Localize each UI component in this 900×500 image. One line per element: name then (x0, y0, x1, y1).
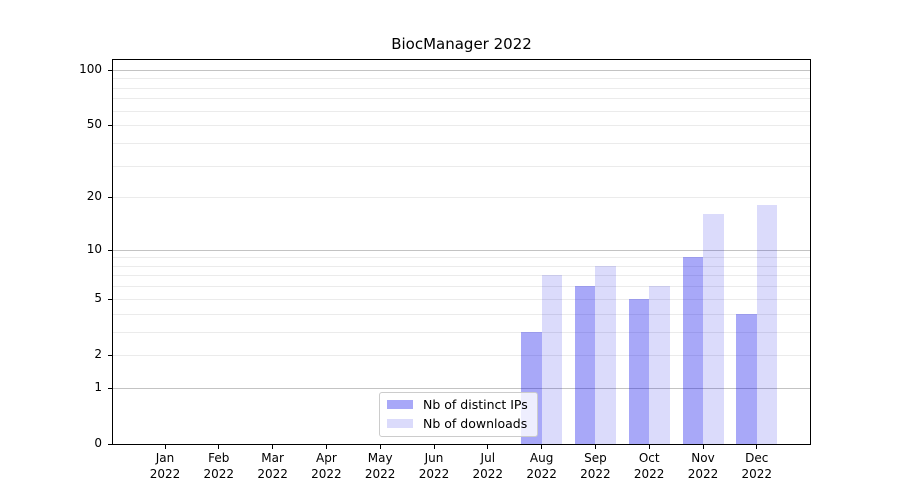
gridline-minor (113, 197, 810, 199)
x-tick-mark (272, 445, 274, 449)
legend-swatch-downloads (387, 419, 413, 428)
bar-nb-of-downloads-aug (541, 275, 563, 444)
x-tick-label: Jun 2022 (418, 451, 450, 481)
gridline-minor (113, 87, 810, 89)
gridline-minor (113, 286, 810, 288)
y-tick-mark (108, 249, 112, 251)
gridline-minor (113, 257, 810, 259)
y-tick-label: 1 (94, 379, 102, 394)
x-tick-label: Dec 2022 (741, 451, 773, 481)
y-tick-label: 100 (79, 61, 102, 76)
x-tick-mark (433, 445, 435, 449)
bar-nb-of-distinct-ips-sep (574, 286, 596, 444)
gridline-minor (113, 331, 810, 333)
x-tick-label: Aug 2022 (526, 451, 557, 481)
x-tick-mark (164, 445, 166, 449)
gridline-major (113, 69, 810, 71)
gridline-minor (113, 78, 810, 80)
y-tick-label: 10 (86, 241, 102, 256)
gridline-major (113, 249, 810, 251)
bar-nb-of-downloads-dec (756, 205, 778, 444)
y-tick-label: 20 (86, 189, 102, 204)
y-tick-mark (108, 444, 112, 445)
legend-swatch-distinct-ips (387, 400, 413, 409)
x-tick-mark (218, 445, 220, 449)
gridline-minor (113, 354, 810, 356)
gridline-minor (113, 313, 810, 315)
x-tick-label: Jul 2022 (472, 451, 504, 481)
legend-item-distinct-ips: Nb of distinct IPs (387, 397, 528, 412)
y-tick-label: 2 (94, 346, 102, 361)
legend-label-downloads: Nb of downloads (423, 416, 528, 431)
y-tick-mark (108, 69, 112, 71)
chart-title: BiocManager 2022 (391, 35, 532, 53)
x-tick-mark (487, 445, 489, 449)
y-tick-label: 0 (94, 436, 102, 450)
gridline-minor (113, 110, 810, 112)
bar-nb-of-downloads-oct (649, 286, 670, 444)
x-tick-label: Oct 2022 (633, 451, 665, 481)
legend-label-distinct-ips: Nb of distinct IPs (423, 397, 528, 412)
bar-nb-of-downloads-nov (703, 214, 724, 444)
x-tick-mark (756, 445, 758, 449)
x-tick-label: Apr 2022 (311, 451, 342, 481)
gridline-minor (113, 125, 810, 127)
x-tick-mark (648, 445, 650, 449)
x-tick-mark (541, 445, 543, 449)
gridline-minor (113, 275, 810, 277)
y-tick-mark (108, 197, 112, 199)
x-tick-label: Nov 2022 (687, 451, 719, 481)
x-tick-mark (594, 445, 596, 449)
x-tick-label: Sep 2022 (580, 451, 611, 481)
y-tick-mark (108, 387, 112, 389)
legend: Nb of distinct IPs Nb of downloads (379, 392, 538, 437)
bar-nb-of-distinct-ips-oct (628, 298, 650, 444)
x-tick-label: Feb 2022 (203, 451, 235, 481)
y-tick-mark (108, 354, 112, 356)
bar-nb-of-downloads-sep (595, 265, 616, 444)
x-tick-label: Mar 2022 (257, 451, 288, 481)
y-tick-label: 5 (94, 290, 102, 305)
gridline-minor (113, 265, 810, 267)
legend-item-downloads: Nb of downloads (387, 416, 528, 431)
x-tick-mark (325, 445, 327, 449)
x-tick-label: May 2022 (364, 451, 396, 481)
gridline-minor (113, 98, 810, 100)
gridline-major (113, 387, 810, 389)
gridline-minor (113, 142, 810, 144)
bar-nb-of-distinct-ips-nov (682, 257, 703, 444)
gridline-minor (113, 298, 810, 300)
bar-nb-of-distinct-ips-dec (736, 313, 757, 444)
plot-area (112, 59, 811, 445)
x-tick-mark (379, 445, 381, 449)
y-tick-mark (108, 298, 112, 300)
x-tick-mark (702, 445, 704, 449)
y-tick-mark (108, 125, 112, 127)
y-tick-label: 50 (86, 117, 102, 132)
gridline-minor (113, 165, 810, 167)
x-tick-label: Jan 2022 (149, 451, 181, 481)
